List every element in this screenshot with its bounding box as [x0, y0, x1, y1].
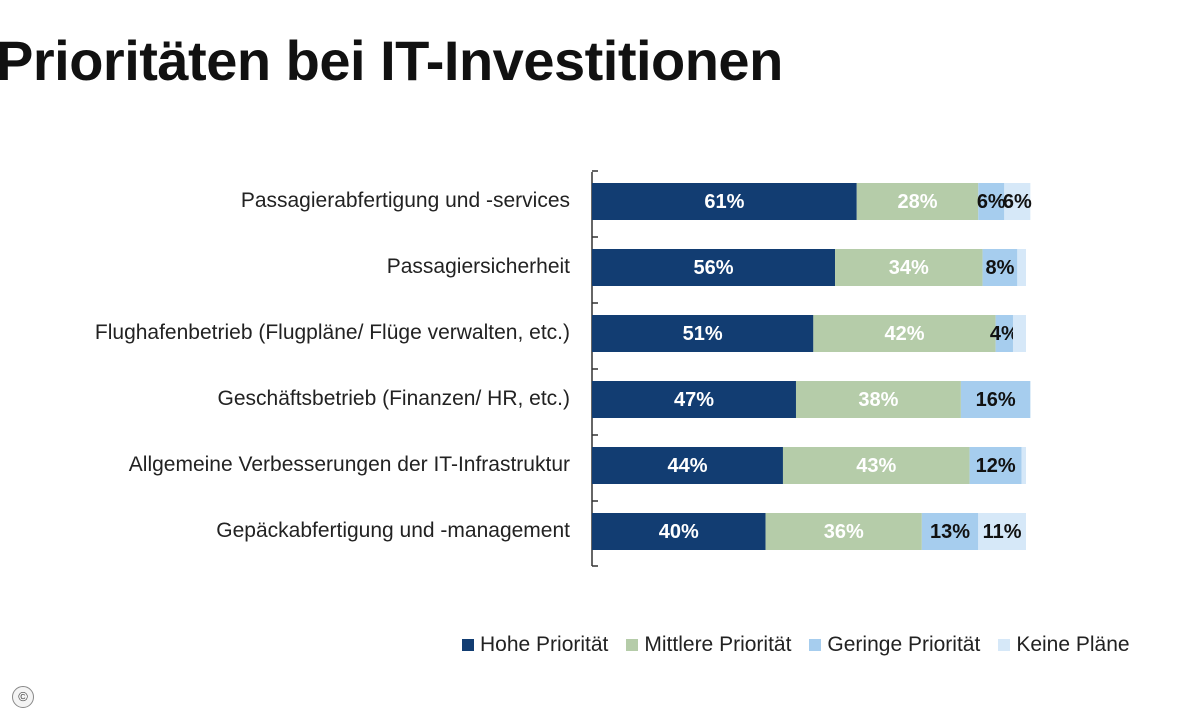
data-label: 43% [856, 455, 896, 477]
category-label: Flughafenbetrieb (Flugpläne/ Flüge verwa… [95, 321, 570, 344]
data-label: 38% [858, 389, 898, 411]
data-label: 56% [694, 257, 734, 279]
legend-swatch [998, 639, 1011, 651]
bar-segment [856, 183, 979, 220]
chart-legend: Hohe Priorität Mittlere Priorität Geringe … [462, 630, 1130, 660]
category-label: Passagiersicherheit [387, 255, 570, 278]
copyright-icon: © [12, 686, 34, 708]
bar-segment [1017, 249, 1026, 286]
data-label: 6% [1003, 191, 1032, 213]
data-label: 42% [884, 323, 924, 345]
data-label: 40% [659, 521, 699, 543]
legend-label: Hohe Priorität [480, 633, 609, 656]
data-label: 8% [986, 257, 1015, 279]
bar-segment [592, 513, 766, 550]
bar-segment [969, 447, 1022, 484]
legend-swatch [809, 639, 822, 651]
bar-segment [795, 381, 961, 418]
data-label: 61% [704, 191, 744, 213]
data-label: 51% [683, 323, 723, 345]
legend-swatch [462, 639, 474, 651]
chart-title: Prioritäten bei IT-Investitionen [0, 29, 783, 92]
bar-segment [782, 447, 970, 484]
data-label: 36% [824, 521, 864, 543]
data-label: 6% [977, 191, 1006, 213]
data-label: 28% [897, 191, 937, 213]
data-label: 13% [930, 521, 970, 543]
legend-item: Keine Pläne [998, 633, 1130, 657]
data-label: 12% [976, 455, 1016, 477]
data-label: 47% [674, 389, 714, 411]
bar-segment [835, 249, 983, 286]
bar-segment [995, 315, 1013, 352]
bar-segment [765, 513, 922, 550]
bar-segment [592, 315, 814, 352]
bar-segment [1004, 183, 1031, 220]
bar-segment [921, 513, 979, 550]
legend-item: Mittlere Priorität [626, 633, 791, 657]
category-label: Geschäftsbetrieb (Finanzen/ HR, etc.) [218, 387, 570, 410]
data-label: 44% [667, 455, 707, 477]
legend-item: Hohe Priorität [462, 633, 608, 657]
legend-label: Mittlere Priorität [644, 633, 792, 656]
data-label: 34% [889, 257, 929, 279]
data-label: 11% [983, 521, 1022, 543]
legend-label: Keine Pläne [1016, 633, 1130, 656]
bar-segment [1021, 447, 1026, 484]
bar-segment [592, 249, 836, 286]
bar-segment [978, 183, 1005, 220]
legend-item: Geringe Priorität [809, 633, 980, 657]
bar-segment [592, 447, 783, 484]
bar-segment [1012, 315, 1026, 352]
legend-label: Geringe Priorität [827, 633, 981, 656]
bar-segment [978, 513, 1026, 550]
data-label: 16% [976, 389, 1016, 411]
bar-segment [813, 315, 996, 352]
category-label: Gepäckabfertigung und -management [216, 519, 570, 542]
bar-segment [960, 381, 1031, 418]
legend-swatch [626, 639, 639, 651]
bar-segment [982, 249, 1018, 286]
category-label: Passagierabfertigung und -services [241, 189, 570, 212]
data-label: 4% [990, 323, 1019, 345]
bar-segment [592, 183, 857, 220]
bar-segment [592, 381, 796, 418]
category-label: Allgemeine Verbesserungen der IT-Infrast… [129, 453, 570, 476]
